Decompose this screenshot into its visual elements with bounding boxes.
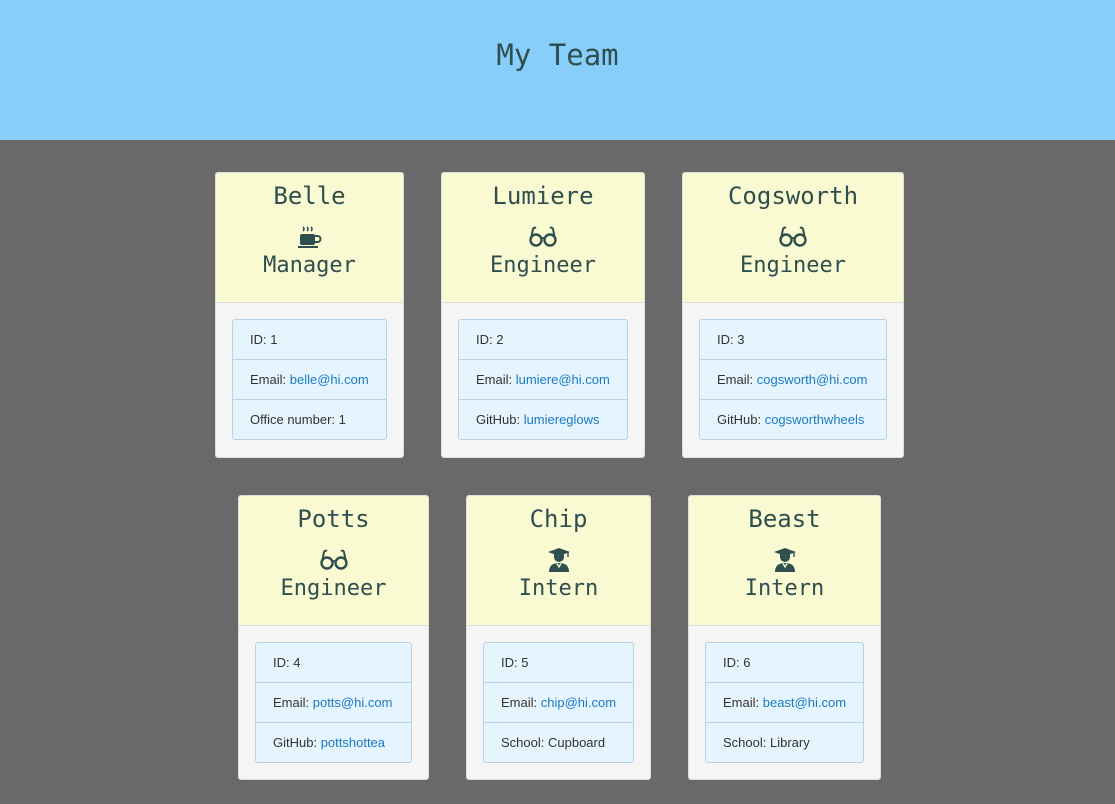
glasses-icon <box>239 546 428 574</box>
card-header: Belle Manager <box>216 173 403 303</box>
school-row: School: Library <box>706 722 863 762</box>
github-row: GitHub: cogsworthwheels <box>700 399 886 439</box>
info-list: ID: 2 Email: lumiere@hi.com GitHub: lumi… <box>458 319 628 440</box>
email-label: Email: <box>250 372 290 387</box>
email-link[interactable]: potts@hi.com <box>312 695 393 710</box>
github-label: GitHub: <box>273 735 321 750</box>
info-list: ID: 1 Email: belle@hi.com Office number:… <box>232 319 387 440</box>
email-label: Email: <box>723 695 763 710</box>
email-link[interactable]: belle@hi.com <box>289 372 369 387</box>
email-row: Email: beast@hi.com <box>706 682 863 722</box>
glasses-icon <box>442 223 644 251</box>
github-label: GitHub: <box>476 412 524 427</box>
card-header: Lumiere Engineer <box>442 173 644 303</box>
info-list: ID: 4 Email: potts@hi.com GitHub: pottsh… <box>255 642 412 763</box>
id-row: ID: 2 <box>476 332 504 347</box>
info-list: ID: 3 Email: cogsworth@hi.com GitHub: co… <box>699 319 887 440</box>
email-row: Email: belle@hi.com <box>233 359 386 399</box>
school-label: School: <box>501 735 548 750</box>
github-row: GitHub: lumiereglows <box>459 399 627 439</box>
employee-card: Chip Intern ID: 5 Email: chip@hi.com Sch… <box>466 495 651 780</box>
info-list: ID: 6 Email: beast@hi.com School: Librar… <box>705 642 864 763</box>
id-row: ID: 3 <box>717 332 745 347</box>
school-row: School: Cupboard <box>484 722 633 762</box>
email-link[interactable]: beast@hi.com <box>762 695 847 710</box>
employee-card: Potts Engineer ID: 4 Email: potts@hi.com… <box>238 495 429 780</box>
card-header: Chip Intern <box>467 496 650 626</box>
employee-name: Belle <box>273 182 346 210</box>
email-row: Email: lumiere@hi.com <box>459 359 627 399</box>
email-row: Email: potts@hi.com <box>256 682 411 722</box>
page-title: My Team <box>496 38 619 72</box>
employee-role: Intern <box>518 576 599 601</box>
employee-card: Beast Intern ID: 6 Email: beast@hi.com S… <box>688 495 881 780</box>
employee-name: Cogsworth <box>727 182 859 210</box>
email-link[interactable]: chip@hi.com <box>540 695 617 710</box>
email-link[interactable]: cogsworth@hi.com <box>756 372 868 387</box>
github-row: GitHub: pottshottea <box>256 722 411 762</box>
employee-role: Engineer <box>740 253 846 278</box>
employee-role: Engineer <box>280 576 387 601</box>
coffee-mug-icon <box>216 223 403 251</box>
office-number-value: 1 <box>338 412 346 427</box>
github-link[interactable]: pottshottea <box>320 735 386 750</box>
page-header: My Team <box>0 0 1115 140</box>
employee-role: Intern <box>744 576 825 601</box>
employee-card: Cogsworth Engineer ID: 3 Email: cogswort… <box>682 172 904 458</box>
id-row: ID: 1 <box>250 332 278 347</box>
employee-name: Lumiere <box>492 182 594 210</box>
employee-name: Chip <box>529 505 588 533</box>
graduate-icon <box>467 546 650 574</box>
employee-role: Manager <box>263 253 356 278</box>
id-row: ID: 5 <box>501 655 529 670</box>
github-link[interactable]: lumiereglows <box>523 412 600 427</box>
employee-role: Engineer <box>490 253 596 278</box>
github-label: GitHub: <box>717 412 765 427</box>
employee-card: Lumiere Engineer ID: 2 Email: lumiere@hi… <box>441 172 645 458</box>
github-link[interactable]: cogsworthwheels <box>764 412 865 427</box>
card-header: Potts Engineer <box>239 496 428 626</box>
glasses-icon <box>683 223 903 251</box>
employee-card: Belle Manager ID: 1 Email: belle@hi.com … <box>215 172 404 458</box>
email-row: Email: chip@hi.com <box>484 682 633 722</box>
office-number-row: Office number: 1 <box>233 399 386 439</box>
email-row: Email: cogsworth@hi.com <box>700 359 886 399</box>
id-row: ID: 4 <box>273 655 301 670</box>
email-label: Email: <box>273 695 313 710</box>
email-label: Email: <box>476 372 516 387</box>
school-value: Cupboard <box>547 735 606 750</box>
email-label: Email: <box>501 695 541 710</box>
email-link[interactable]: lumiere@hi.com <box>515 372 610 387</box>
graduate-icon <box>689 546 880 574</box>
id-row: ID: 6 <box>723 655 751 670</box>
card-header: Cogsworth Engineer <box>683 173 903 303</box>
employee-name: Beast <box>748 505 821 533</box>
office-number-label: Office number: <box>250 412 339 427</box>
school-label: School: <box>723 735 770 750</box>
email-label: Email: <box>717 372 757 387</box>
school-value: Library <box>769 735 810 750</box>
info-list: ID: 5 Email: chip@hi.com School: Cupboar… <box>483 642 634 763</box>
employee-name: Potts <box>297 505 370 533</box>
card-header: Beast Intern <box>689 496 880 626</box>
